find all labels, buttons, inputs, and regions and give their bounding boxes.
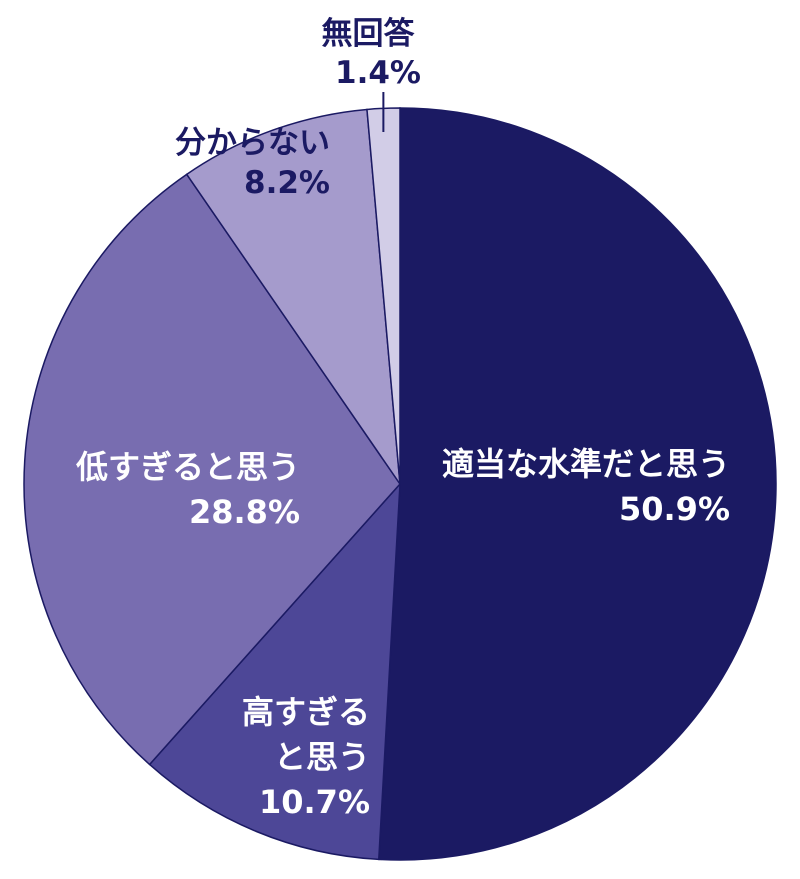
slice-dont-know: [185, 108, 401, 487]
slice-label-too-low: 低すぎると思う: [76, 448, 300, 486]
slice-appropriate: [377, 107, 777, 861]
slice-label-dont-know: 分からない: [175, 125, 330, 161]
slice-value-appropriate: 50.9%: [619, 490, 730, 528]
slice-label-too-high-line1: 高すぎる: [242, 693, 370, 731]
slice-value-too-high: 10.7%: [259, 783, 370, 821]
pie-slices: [23, 107, 777, 861]
slice-label-too-high-line2: と思う: [274, 738, 370, 776]
slice-label-no-answer: 無回答: [322, 16, 416, 52]
slice-too-low: [23, 173, 401, 766]
slice-too-high: [148, 481, 401, 861]
slice-value-too-low: 28.8%: [189, 493, 300, 531]
slice-value-no-answer: 1.4%: [335, 55, 421, 91]
slice-label-appropriate: 適当な水準だと思う: [442, 445, 730, 483]
slice-value-dont-know: 8.2%: [244, 165, 330, 201]
